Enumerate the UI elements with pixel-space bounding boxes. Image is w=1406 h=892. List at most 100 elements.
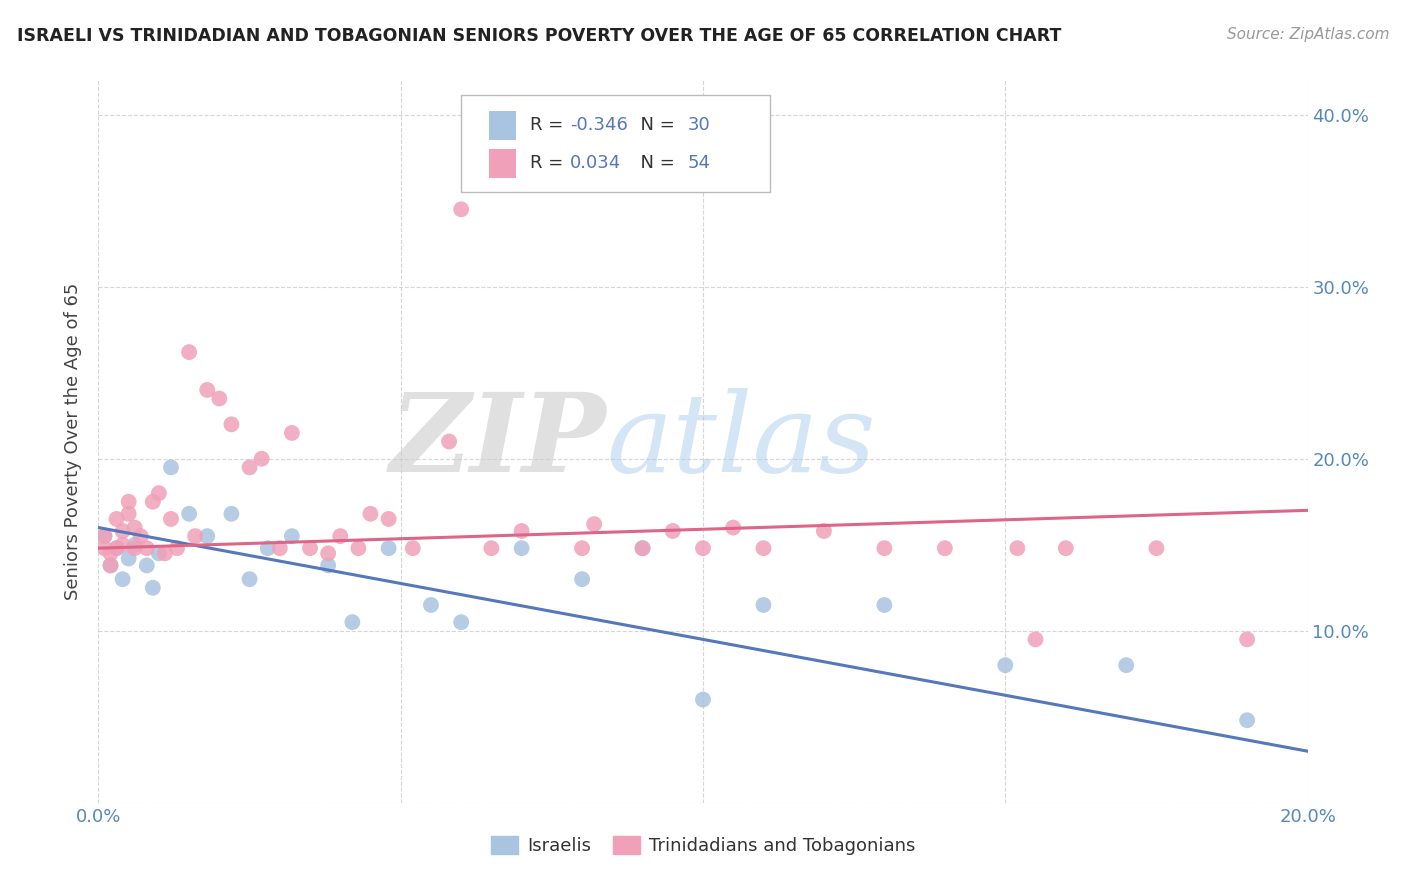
Point: [571, 541, 593, 556]
Point: [195, 529, 218, 543]
Point: [148, 546, 170, 560]
Point: [299, 541, 322, 556]
Point: [329, 529, 352, 543]
FancyBboxPatch shape: [489, 111, 516, 140]
Point: [250, 451, 273, 466]
Point: [129, 529, 152, 543]
Point: [160, 460, 183, 475]
Text: 30: 30: [688, 117, 710, 135]
Point: [347, 541, 370, 556]
Point: [934, 541, 956, 556]
Point: [124, 538, 146, 552]
Point: [692, 692, 714, 706]
Point: [221, 417, 243, 432]
Point: [208, 392, 231, 406]
Point: [752, 541, 775, 556]
Point: [437, 434, 460, 449]
Point: [118, 507, 141, 521]
Point: [118, 494, 141, 508]
Point: [1115, 658, 1137, 673]
Point: [631, 541, 654, 556]
Point: [105, 541, 128, 556]
Point: [1007, 541, 1029, 556]
Point: [510, 541, 533, 556]
Point: [100, 558, 122, 573]
Point: [281, 529, 304, 543]
Point: [994, 658, 1017, 673]
Point: [1236, 713, 1258, 727]
Point: [873, 541, 896, 556]
Point: [481, 541, 503, 556]
Point: [124, 541, 146, 556]
Point: [142, 581, 165, 595]
Y-axis label: Seniors Poverty Over the Age of 65: Seniors Poverty Over the Age of 65: [65, 283, 83, 600]
Point: [316, 558, 339, 573]
Point: [153, 546, 176, 560]
Point: [195, 383, 218, 397]
Point: [1236, 632, 1258, 647]
Text: R =: R =: [530, 117, 569, 135]
Point: [1054, 541, 1077, 556]
Point: [100, 558, 122, 573]
Point: [316, 546, 339, 560]
Point: [510, 524, 533, 538]
Point: [1024, 632, 1046, 647]
Point: [93, 541, 115, 556]
Point: [752, 598, 775, 612]
Point: [692, 541, 714, 556]
Point: [111, 524, 134, 538]
Point: [166, 541, 188, 556]
Text: R =: R =: [530, 154, 575, 172]
Point: [179, 345, 201, 359]
Point: [118, 551, 141, 566]
Point: [450, 615, 472, 630]
Point: [402, 541, 425, 556]
Text: 0.034: 0.034: [569, 154, 621, 172]
Point: [111, 538, 134, 552]
Point: [93, 529, 115, 543]
Point: [450, 202, 472, 217]
Point: [142, 494, 165, 508]
Point: [100, 546, 122, 560]
Point: [723, 520, 745, 534]
Legend: Israelis, Trinidadians and Tobagonians: Israelis, Trinidadians and Tobagonians: [484, 829, 922, 863]
Point: [256, 541, 278, 556]
Point: [377, 512, 399, 526]
Point: [420, 598, 443, 612]
Point: [583, 517, 606, 532]
Text: Source: ZipAtlas.com: Source: ZipAtlas.com: [1226, 27, 1389, 42]
Point: [124, 520, 146, 534]
Point: [221, 507, 243, 521]
Point: [105, 512, 128, 526]
Point: [571, 572, 593, 586]
FancyBboxPatch shape: [489, 149, 516, 178]
Point: [105, 541, 128, 556]
Point: [813, 524, 835, 538]
Point: [342, 615, 364, 630]
Point: [360, 507, 382, 521]
Point: [111, 572, 134, 586]
Text: -0.346: -0.346: [569, 117, 628, 135]
Point: [873, 598, 896, 612]
Point: [148, 486, 170, 500]
Point: [377, 541, 399, 556]
Point: [661, 524, 683, 538]
FancyBboxPatch shape: [461, 95, 769, 193]
Point: [239, 460, 262, 475]
Point: [93, 529, 115, 543]
Point: [184, 529, 207, 543]
Text: 54: 54: [688, 154, 710, 172]
Point: [160, 512, 183, 526]
Point: [135, 558, 157, 573]
Point: [631, 541, 654, 556]
Point: [281, 425, 304, 440]
Text: ISRAELI VS TRINIDADIAN AND TOBAGONIAN SENIORS POVERTY OVER THE AGE OF 65 CORRELA: ISRAELI VS TRINIDADIAN AND TOBAGONIAN SE…: [17, 27, 1062, 45]
Text: ZIP: ZIP: [389, 388, 606, 495]
Point: [179, 507, 201, 521]
Point: [269, 541, 291, 556]
Point: [135, 541, 157, 556]
Text: N =: N =: [630, 117, 681, 135]
Text: atlas: atlas: [606, 388, 876, 495]
Point: [1144, 541, 1167, 556]
Point: [239, 572, 262, 586]
